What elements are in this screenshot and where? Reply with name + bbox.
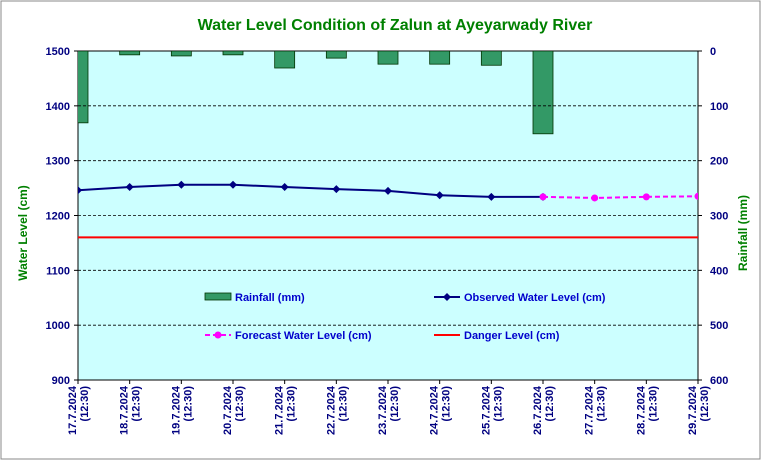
bar [532,51,554,135]
y-tick-label: 1200 [46,211,70,223]
y-tick-label: 1400 [46,101,70,113]
x-tick-label: 20.7.2024(12:30) [222,385,246,435]
legend-swatch [204,292,232,301]
y2-tick-label: 0 [710,46,716,58]
y-tick-label: 1500 [46,46,70,58]
y-tick-label: 1300 [46,156,70,168]
x-tick-label: 29.7.2024(12:30) [687,385,711,435]
marker [591,194,599,202]
marker [177,180,186,189]
x-tick-label: 19.7.2024(12:30) [170,385,194,435]
x-tick-label: 17.7.2024(12:30) [67,385,91,435]
x-tick-label: 21.7.2024(12:30) [274,385,298,435]
marker [487,192,496,201]
bar [78,51,89,124]
y2-tick-label: 100 [710,101,728,113]
bar [429,51,451,65]
bar [222,51,244,56]
legend-marker [443,293,451,301]
y2-axis-label: Rainfall (mm) [736,195,750,271]
y-tick-label: 1100 [46,265,70,277]
line [78,183,543,198]
marker [78,186,82,195]
x-tick-label: 26.7.2024(12:30) [532,385,556,435]
marker [539,193,547,201]
y2-tick-label: 200 [710,156,728,168]
line [542,195,698,199]
marker [642,193,650,201]
bar [274,51,296,69]
x-tick-label: 22.7.2024(12:30) [325,385,349,435]
y-tick-label: 900 [52,375,70,387]
chart-title: Water Level Condition of Zalun at Ayeyar… [198,17,593,34]
y2-tick-label: 300 [710,211,728,223]
bar [170,51,192,57]
legend-label: Danger Level (cm) [464,330,560,342]
y-tick-label: 1000 [46,320,70,332]
marker [332,185,341,194]
bar [480,51,502,66]
legend-marker [214,331,222,339]
bar [377,51,399,65]
y2-tick-label: 400 [710,265,728,277]
y-axis-label: Water Level (cm) [16,185,30,281]
plot [78,51,698,239]
x-tick-label: 28.7.2024(12:30) [635,385,659,435]
marker [435,191,444,200]
marker [384,186,392,195]
x-tick-label: 25.7.2024(12:30) [480,385,504,435]
x-tick-label: 18.7.2024(12:30) [119,385,143,435]
y2-tick-label: 600 [710,375,728,387]
bar [119,51,141,56]
marker [229,180,237,189]
legend-label: Forecast Water Level (cm) [235,330,372,342]
x-tick-label: 27.7.2024(12:30) [584,385,608,435]
legend-label: Rainfall (mm) [235,292,305,304]
marker [694,192,698,200]
x-tick-label: 24.7.2024(12:30) [429,385,453,435]
y2-tick-label: 500 [710,320,728,332]
bar [325,51,347,59]
marker [280,182,289,191]
legend-label: Observed Water Level (cm) [464,292,606,304]
marker [125,182,134,191]
x-tick-label: 23.7.2024(12:30) [377,385,401,435]
